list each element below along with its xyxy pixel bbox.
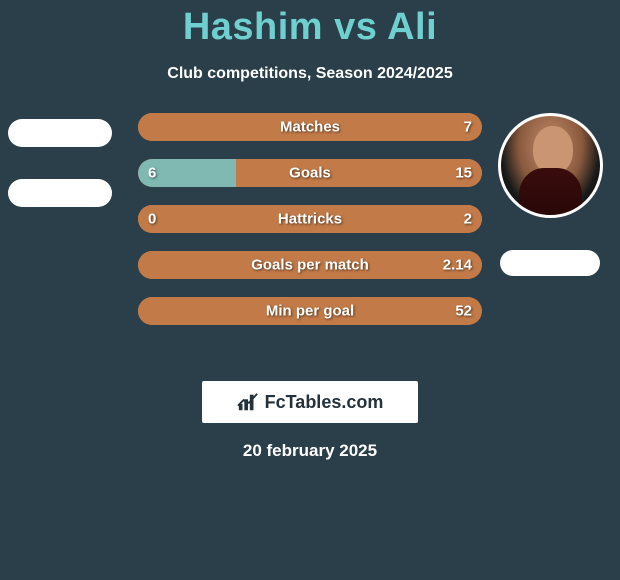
stat-value-right: 52: [455, 303, 472, 320]
stat-label: Min per goal: [266, 303, 354, 320]
stat-bar: Matches 7: [138, 113, 482, 141]
stat-value-left: 6: [148, 165, 156, 182]
player1-flag-placeholder: [8, 179, 112, 207]
stat-bar: Goals per match 2.14: [138, 251, 482, 279]
stat-value-right: 2.14: [443, 257, 472, 274]
player1-avatar-placeholder: [8, 119, 112, 147]
stat-bar: Min per goal 52: [138, 297, 482, 325]
subtitle: Club competitions, Season 2024/2025: [0, 65, 620, 83]
player2-avatar: [498, 113, 603, 218]
date: 20 february 2025: [0, 441, 620, 461]
chart-icon: [237, 392, 259, 412]
comparison-area: Matches 7 Goals 6 15 Hattricks 0 2 Goals per mat…: [0, 113, 620, 353]
player2-column: [490, 113, 610, 276]
player2-name: Ali: [387, 6, 437, 48]
stat-value-right: 7: [464, 119, 472, 136]
stat-label: Goals per match: [251, 257, 369, 274]
source-logo-text: FcTables.com: [265, 392, 384, 413]
stat-bar: Hattricks 0 2: [138, 205, 482, 233]
stat-bar-right-fill: [236, 159, 482, 187]
stat-label: Goals: [289, 165, 331, 182]
stat-bar: Goals 6 15: [138, 159, 482, 187]
source-logo: FcTables.com: [202, 381, 418, 423]
stat-label: Hattricks: [278, 211, 342, 228]
vs-separator: vs: [334, 6, 377, 48]
stat-bars: Matches 7 Goals 6 15 Hattricks 0 2 Goals per mat…: [138, 113, 482, 325]
comparison-title: Hashim vs Ali: [0, 0, 620, 49]
player2-flag: [500, 250, 600, 276]
stat-value-left: 0: [148, 211, 156, 228]
stat-label: Matches: [280, 119, 340, 136]
stat-value-right: 2: [464, 211, 472, 228]
stat-value-right: 15: [455, 165, 472, 182]
player1-column: [0, 113, 120, 207]
player1-name: Hashim: [183, 6, 323, 48]
